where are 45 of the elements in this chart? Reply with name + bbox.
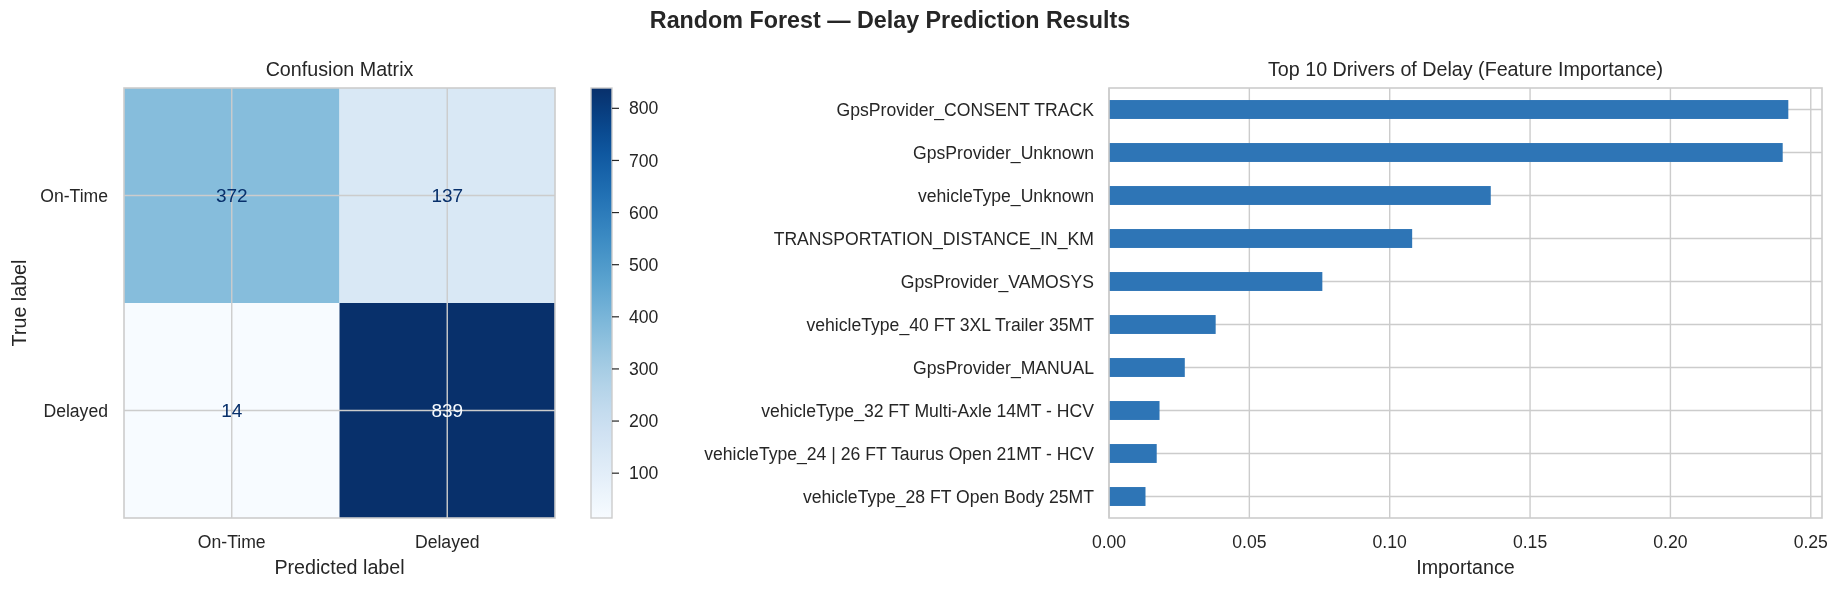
bar: [1109, 143, 1783, 162]
color-bar-label: 600: [629, 202, 659, 223]
x-tick-label: 0.20: [1653, 532, 1688, 552]
bar: [1109, 315, 1216, 334]
x-tick-label: 0.15: [1512, 532, 1548, 552]
data-label: 372: [215, 185, 248, 207]
bar: [1109, 487, 1146, 506]
y-tick-label: vehicleType_28 FT Open Body 25MT: [802, 486, 1095, 508]
y-tick-label: vehicleType_Unknown: [917, 185, 1094, 207]
y-tick-label: vehicleType_32 FT Multi-Axle 14MT - HCV: [761, 400, 1095, 422]
y-tick-label: TRANSPORTATION_DISTANCE_IN_KM: [773, 228, 1094, 250]
y-tick-label: GpsProvider_VAMOSYS: [900, 271, 1094, 293]
chart-title: Confusion Matrix: [265, 58, 414, 80]
color-bar-label: 100: [629, 463, 659, 484]
bar: [1109, 100, 1789, 119]
bar: [1109, 186, 1491, 205]
color-bar-label: 200: [629, 411, 659, 432]
data-label: 14: [221, 400, 243, 422]
y-axis-title: True label: [8, 259, 30, 347]
color-bar-label: 400: [629, 306, 659, 327]
bar: [1109, 401, 1160, 420]
bar: [1109, 444, 1157, 463]
color-bar-label: 300: [629, 359, 659, 380]
x-axis-title: Importance: [1416, 556, 1515, 578]
color-bar-label: 500: [629, 254, 659, 275]
x-tick-label: 0.05: [1232, 532, 1267, 552]
chart-title: Top 10 Drivers of Delay (Feature Importance): [1268, 58, 1663, 80]
x-tick-label: 0.10: [1372, 532, 1408, 552]
x-tick-label: 0.00: [1091, 532, 1127, 552]
bar: [1109, 358, 1185, 377]
y-tick-label: GpsProvider_Unknown: [913, 142, 1094, 164]
bar: [1109, 229, 1413, 248]
data-label: 137: [431, 185, 464, 207]
x-tick-label: On-Time: [197, 532, 266, 552]
x-axis-title: Predicted label: [274, 556, 405, 578]
text: Random Forest — Delay Prediction Results: [649, 7, 1131, 33]
color-bar-label: 800: [629, 98, 659, 119]
bar: [1109, 272, 1323, 291]
y-tick-label: vehicleType_24 | 26 FT Taurus Open 21MT - HCV: [704, 443, 1095, 465]
x-tick-label: Delayed: [414, 532, 480, 552]
x-tick-label: 0.25: [1793, 532, 1829, 552]
y-tick-label: GpsProvider_MANUAL: [913, 357, 1095, 379]
color-bar-label: 700: [629, 150, 659, 171]
y-tick-label: GpsProvider_CONSENT TRACK: [836, 99, 1095, 121]
y-tick-label: vehicleType_40 FT 3XL Trailer 35MT: [806, 314, 1095, 336]
